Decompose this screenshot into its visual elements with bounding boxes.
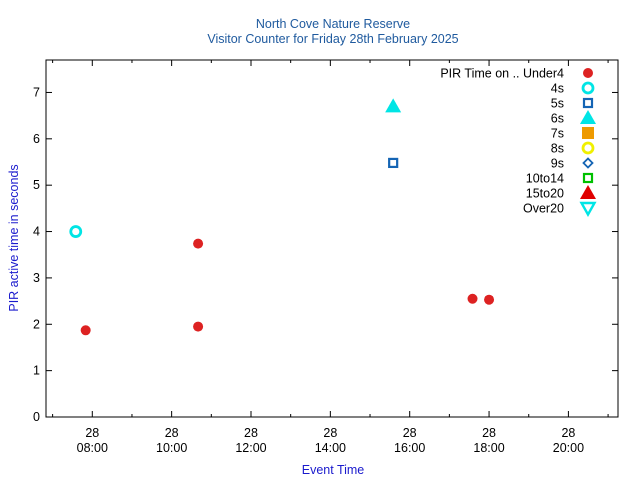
- y-tick-label: 7: [33, 85, 40, 99]
- x-tick-day-label: 28: [403, 426, 417, 440]
- x-tick-time-label: 16:00: [394, 441, 425, 455]
- x-axis-label: Event Time: [302, 463, 365, 477]
- legend-label: 8s: [551, 142, 564, 156]
- y-tick-label: 1: [33, 364, 40, 378]
- y-tick-label: 3: [33, 271, 40, 285]
- y-tick-label: 6: [33, 132, 40, 146]
- chart-subtitle: Visitor Counter for Friday 28th February…: [207, 32, 458, 46]
- plot-frame: [45, 59, 619, 418]
- legend: PIR Time on .. Under44s5s6s7s8s9s10to141…: [440, 67, 597, 217]
- data-point-under4: [484, 294, 495, 305]
- y-tick-label: 5: [33, 178, 40, 192]
- legend-label: 4s: [551, 82, 564, 96]
- y-tick-label: 2: [33, 317, 40, 331]
- data-point-4s: [69, 225, 83, 238]
- x-tick-time-label: 12:00: [235, 441, 266, 455]
- legend-marker-5s: [582, 97, 594, 109]
- x-tick-day-label: 28: [323, 426, 337, 440]
- x-tick-day-label: 28: [165, 426, 179, 440]
- data-point-under4: [467, 293, 478, 304]
- legend-marker-over20: [579, 201, 597, 217]
- legend-marker-15to20: [580, 185, 596, 199]
- legend-marker-6s: [580, 110, 596, 124]
- legend-label: 7s: [551, 127, 564, 141]
- data-point-6s: [385, 98, 402, 113]
- x-tick-time-label: 18:00: [473, 441, 504, 455]
- x-tick-day-label: 28: [244, 426, 258, 440]
- legend-marker-9s: [582, 157, 594, 169]
- legend-marker-under4: [583, 68, 593, 78]
- x-tick-time-label: 14:00: [315, 441, 346, 455]
- chart-title: North Cove Nature Reserve: [256, 17, 410, 31]
- legend-label: Over20: [523, 202, 564, 216]
- legend-label: 15to20: [526, 187, 564, 201]
- legend-marker-4s: [581, 81, 595, 95]
- data-point-under4: [193, 238, 204, 249]
- x-tick-time-label: 20:00: [553, 441, 584, 455]
- x-tick-day-label: 28: [85, 426, 99, 440]
- legend-marker-10to14: [582, 172, 594, 184]
- legend-marker-7s: [582, 127, 594, 139]
- axes: 012345672808:002810:002812:002814:002816…: [33, 60, 618, 455]
- x-tick-day-label: 28: [482, 426, 496, 440]
- legend-label: 6s: [551, 112, 564, 126]
- legend-label: PIR Time on .. Under4: [440, 67, 564, 81]
- y-axis-label: PIR active time in seconds: [7, 164, 21, 311]
- x-tick-time-label: 08:00: [77, 441, 108, 455]
- legend-label: 5s: [551, 97, 564, 111]
- legend-label: 9s: [551, 157, 564, 171]
- y-tick-label: 0: [33, 410, 40, 424]
- data-point-under4: [193, 321, 204, 332]
- data-point-under4: [80, 325, 91, 336]
- y-tick-label: 4: [33, 225, 40, 239]
- data-marks: [69, 98, 495, 336]
- data-point-5s: [388, 157, 399, 169]
- x-tick-time-label: 10:00: [156, 441, 187, 455]
- legend-label: 10to14: [526, 172, 564, 186]
- legend-marker-8s: [581, 141, 595, 155]
- x-tick-day-label: 28: [561, 426, 575, 440]
